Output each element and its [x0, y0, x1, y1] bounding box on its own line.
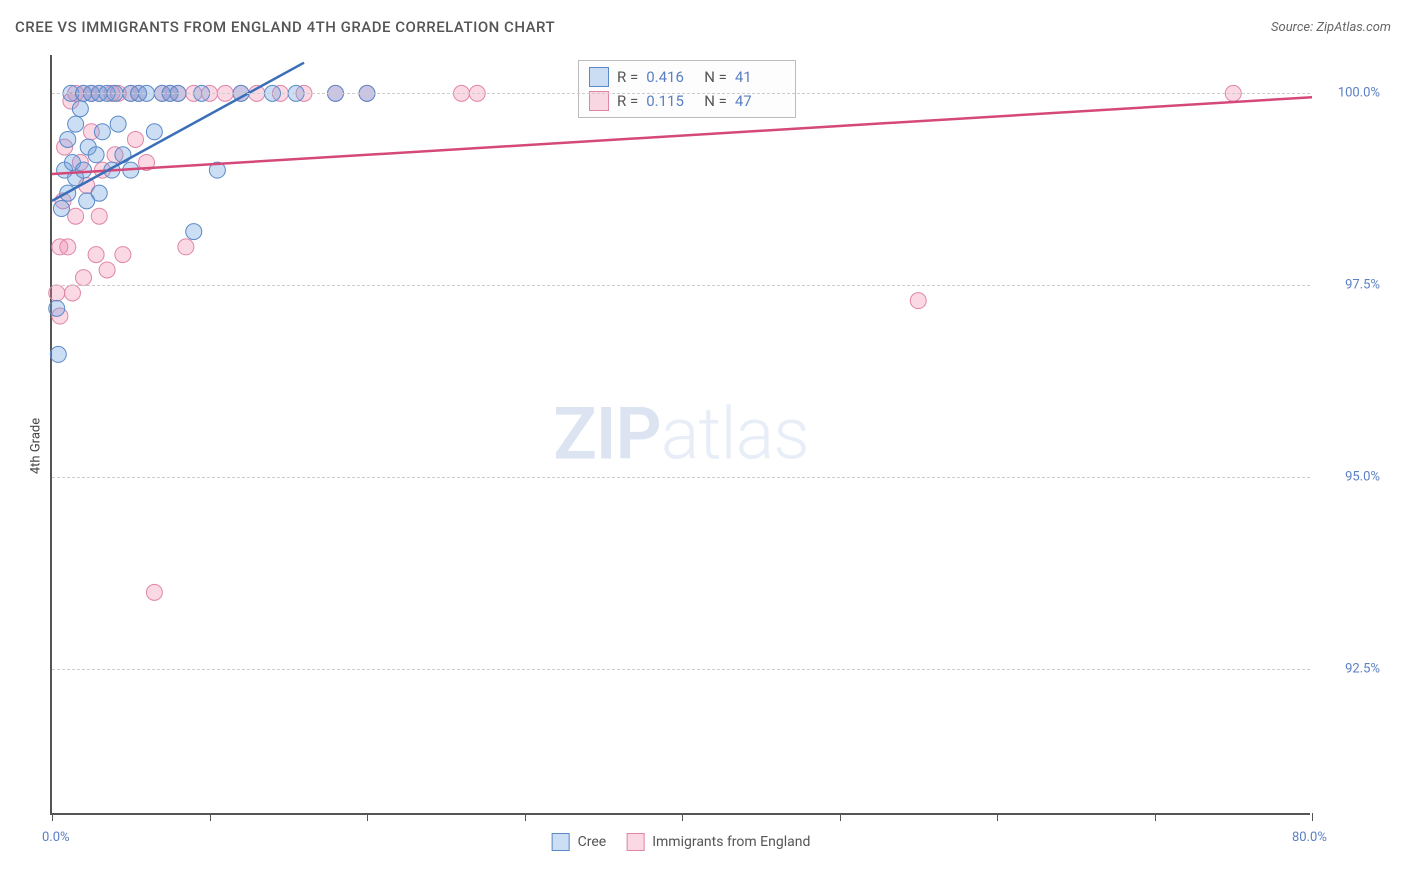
- data-point: [127, 131, 143, 147]
- scatter-svg: [52, 55, 1310, 813]
- chart-header: CREE VS IMMIGRANTS FROM ENGLAND 4TH GRAD…: [15, 18, 1391, 36]
- legend-item: Immigrants from England: [626, 833, 810, 851]
- x-tick: [1155, 813, 1156, 821]
- data-point: [110, 116, 126, 132]
- x-tick: [525, 813, 526, 821]
- data-point: [115, 247, 131, 263]
- x-tick-label: 80.0%: [1292, 830, 1327, 845]
- legend-item: Cree: [552, 833, 607, 851]
- data-point: [76, 270, 92, 286]
- legend-swatch: [552, 833, 570, 851]
- data-point: [50, 346, 66, 362]
- data-point: [94, 124, 110, 140]
- x-tick: [52, 813, 53, 821]
- y-tick-label: 97.5%: [1345, 278, 1380, 293]
- stats-row: R = 0.416 N = 41: [589, 65, 785, 89]
- data-point: [91, 185, 107, 201]
- legend-label: Cree: [578, 834, 607, 850]
- x-tick: [210, 813, 211, 821]
- data-point: [60, 239, 76, 255]
- data-point: [146, 584, 162, 600]
- y-tick-label: 95.0%: [1345, 470, 1380, 485]
- x-tick: [1312, 813, 1313, 821]
- data-point: [49, 285, 65, 301]
- x-tick: [997, 813, 998, 821]
- data-point: [91, 208, 107, 224]
- y-axis-label: 4th Grade: [29, 418, 44, 474]
- stat-r-label: R =: [617, 65, 638, 89]
- data-point: [178, 239, 194, 255]
- data-point: [76, 162, 92, 178]
- source-attribution: Source: ZipAtlas.com: [1271, 20, 1391, 35]
- data-point: [88, 147, 104, 163]
- x-tick: [840, 813, 841, 821]
- x-tick-label: 0.0%: [42, 830, 70, 845]
- correlation-stats-box: R = 0.416N = 41R = 0.115N = 47: [578, 60, 796, 118]
- data-point: [88, 247, 104, 263]
- gridline-h: [52, 669, 1310, 670]
- data-point: [60, 131, 76, 147]
- data-point: [146, 124, 162, 140]
- stat-r-value: 0.416: [646, 65, 696, 89]
- data-point: [64, 285, 80, 301]
- series-swatch: [589, 67, 609, 87]
- stat-n-label: N =: [704, 65, 727, 89]
- data-point: [910, 293, 926, 309]
- y-tick-label: 92.5%: [1345, 662, 1380, 677]
- stat-n-value: 41: [735, 65, 785, 89]
- chart-title: CREE VS IMMIGRANTS FROM ENGLAND 4TH GRAD…: [15, 18, 555, 36]
- data-point: [186, 224, 202, 240]
- legend-swatch: [626, 833, 644, 851]
- gridline-h: [52, 285, 1310, 286]
- legend: Cree Immigrants from England: [552, 833, 811, 851]
- y-tick-label: 100.0%: [1338, 86, 1380, 101]
- data-point: [53, 201, 69, 217]
- gridline-h: [52, 477, 1310, 478]
- legend-label: Immigrants from England: [652, 834, 810, 850]
- plot-area: ZIPatlas R = 0.416N = 41R = 0.115N = 47 …: [50, 55, 1310, 815]
- data-point: [72, 101, 88, 117]
- x-tick: [367, 813, 368, 821]
- x-tick: [682, 813, 683, 821]
- data-point: [49, 300, 65, 316]
- data-point: [99, 262, 115, 278]
- data-point: [115, 147, 131, 163]
- data-point: [68, 208, 84, 224]
- data-point: [68, 116, 84, 132]
- gridline-h: [52, 93, 1310, 94]
